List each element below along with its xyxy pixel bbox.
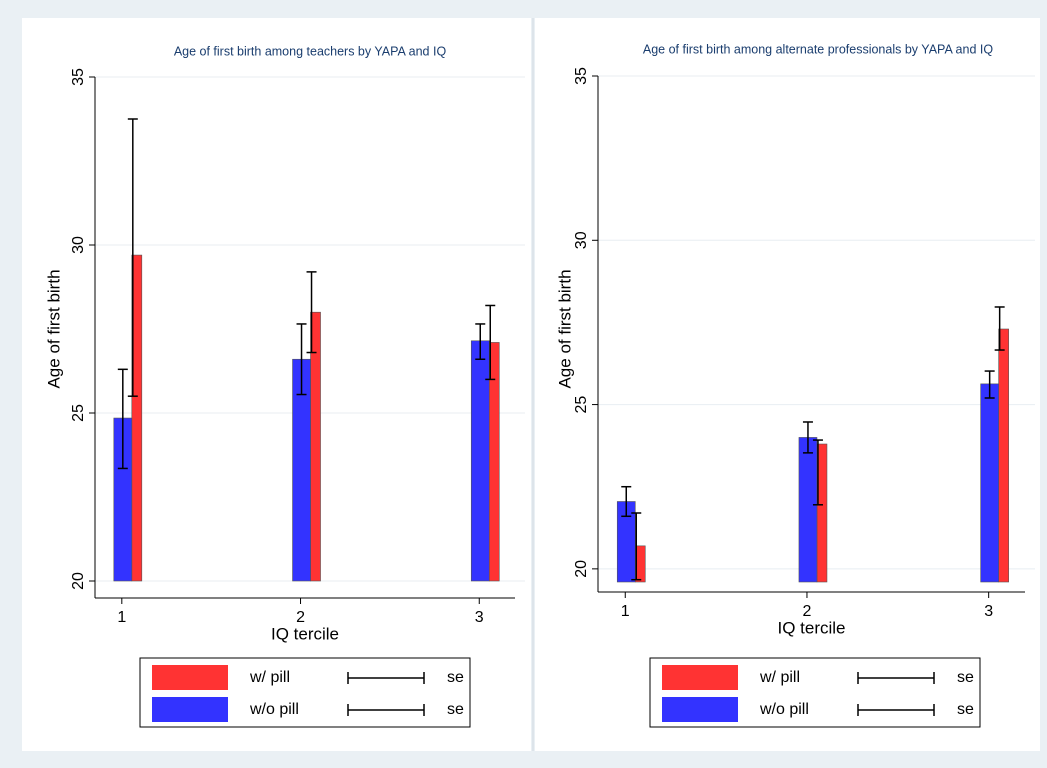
chart-title: Age of first birth among teachers by YAP… <box>174 44 447 58</box>
y-tick-label: 30 <box>70 236 87 254</box>
legend-label: w/o pill <box>759 701 809 718</box>
y-tick-label: 20 <box>70 572 87 590</box>
legend-label: se <box>447 701 464 718</box>
x-axis-label: IQ tercile <box>777 618 845 637</box>
legend-label: w/o pill <box>249 701 299 718</box>
legend-label: w/ pill <box>249 669 290 686</box>
y-axis-label: Age of first birth <box>555 269 574 388</box>
chart-title: Age of first birth among alternate profe… <box>643 42 993 56</box>
legend-label: se <box>957 701 974 718</box>
x-tick-label: 3 <box>984 603 993 620</box>
bar <box>798 437 818 583</box>
y-tick-label: 35 <box>70 68 87 86</box>
panel <box>535 18 1040 751</box>
y-axis-label: Age of first birth <box>44 269 63 388</box>
y-tick-label: 30 <box>573 231 590 249</box>
x-tick-label: 3 <box>475 609 484 626</box>
x-tick-label: 1 <box>621 603 630 620</box>
y-tick-label: 35 <box>573 67 590 85</box>
y-tick-label: 25 <box>70 404 87 422</box>
x-tick-label: 2 <box>803 603 812 620</box>
legend-swatch <box>662 665 738 690</box>
x-tick-label: 2 <box>296 609 305 626</box>
legend-label: w/ pill <box>759 669 800 686</box>
bar <box>470 340 490 582</box>
bar <box>998 328 1009 583</box>
x-axis-label: IQ tercile <box>271 624 339 643</box>
legend-swatch <box>662 697 738 722</box>
x-tick-label: 1 <box>117 609 126 626</box>
legend-label: se <box>957 669 974 686</box>
legend-label: se <box>447 669 464 686</box>
legend-swatch <box>152 665 228 690</box>
y-tick-label: 25 <box>573 396 590 414</box>
bar <box>980 383 999 583</box>
y-tick-label: 20 <box>573 560 590 578</box>
panel <box>22 18 531 751</box>
legend-swatch <box>152 697 228 722</box>
